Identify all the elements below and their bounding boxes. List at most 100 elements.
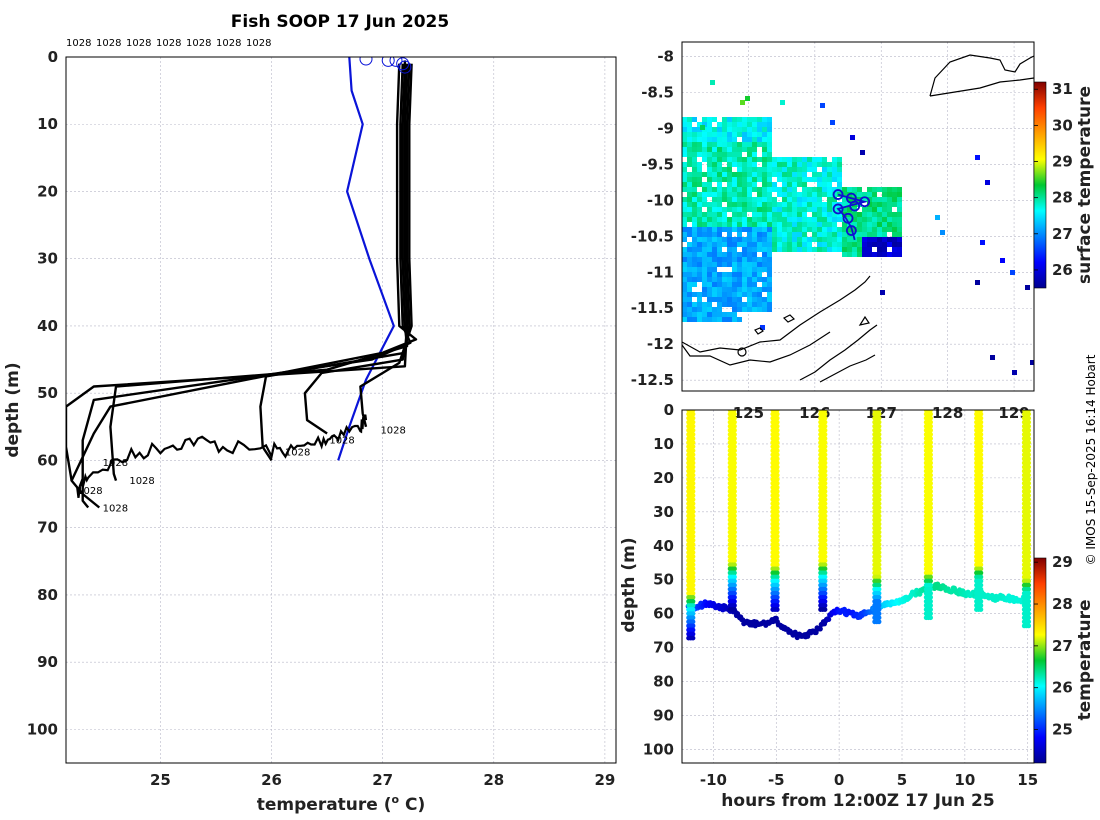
sst-cell	[722, 272, 727, 277]
section-point	[978, 574, 984, 580]
sst-cell	[737, 217, 742, 222]
section-point	[690, 537, 696, 543]
sst-cell	[802, 242, 807, 247]
sst-cell	[727, 187, 732, 192]
sst-cell	[757, 257, 762, 262]
section-point	[774, 582, 780, 588]
sst-cell	[687, 317, 692, 322]
sst-cell	[817, 157, 822, 162]
sst-cell	[757, 277, 762, 282]
section-point	[978, 558, 984, 564]
sst-cell	[887, 217, 892, 222]
sst-cell	[762, 122, 767, 127]
section-point	[774, 546, 780, 551]
sst-cell	[697, 152, 702, 157]
section-point	[690, 582, 696, 588]
sst-cell	[752, 207, 757, 212]
sst-cell	[887, 187, 892, 192]
section-point	[822, 517, 828, 523]
sst-cell	[762, 152, 767, 157]
sst-cell	[822, 227, 827, 232]
sst-cell	[702, 262, 707, 267]
sst-cell	[757, 117, 762, 122]
sst-cell	[707, 287, 712, 292]
sst-cell	[852, 252, 857, 257]
sst-cell	[737, 257, 742, 262]
sst-cell	[757, 287, 762, 292]
sst-cell	[752, 212, 757, 217]
sst-cell	[782, 212, 787, 217]
section-point	[978, 586, 984, 592]
section-point	[822, 521, 828, 527]
sst-cell	[727, 302, 732, 307]
sst-cell	[887, 237, 892, 242]
sst-cell	[742, 122, 747, 127]
sst-cell	[862, 232, 867, 237]
sst-cell	[737, 117, 742, 122]
sst-cell	[732, 202, 737, 207]
sst-cell	[710, 80, 715, 85]
sst-cell	[807, 242, 812, 247]
sst-cell	[797, 242, 802, 247]
sst-cell	[747, 237, 752, 242]
sst-cell	[697, 137, 702, 142]
sst-cell	[722, 172, 727, 177]
sst-cell	[697, 257, 702, 262]
sst-cell	[707, 132, 712, 137]
section-point	[1026, 476, 1032, 482]
sst-cell	[757, 202, 762, 207]
section-x-tick: -5	[768, 771, 785, 789]
map-y-tick: -8	[657, 47, 674, 65]
sst-cell	[747, 162, 752, 167]
section-point	[774, 542, 780, 547]
sst-cell	[697, 252, 702, 257]
sst-cell	[707, 192, 712, 197]
section-point	[774, 419, 780, 425]
sst-cell	[752, 252, 757, 257]
sst-cell	[767, 202, 772, 207]
section-point	[774, 537, 780, 543]
map-colorbar-tick: 27	[1052, 225, 1073, 243]
sst-cell	[747, 152, 752, 157]
sst-cell	[717, 202, 722, 207]
sst-cell	[767, 242, 772, 247]
sst-cell	[882, 222, 887, 227]
sst-cell	[1000, 258, 1005, 263]
sst-cell	[702, 222, 707, 227]
map-panel: 125 126 127 128 129-8-8.5-9-9.5-10-10.5-11-1…	[631, 41, 1095, 422]
section-point	[978, 566, 984, 572]
sst-cell	[852, 222, 857, 227]
sst-cell	[832, 172, 837, 177]
sst-cell	[767, 117, 772, 122]
sst-cell	[707, 292, 712, 297]
sst-cell	[867, 227, 872, 232]
coastline-north	[929, 54, 1034, 97]
section-point	[774, 411, 780, 417]
section-point	[774, 436, 780, 441]
section-y-tick: 20	[653, 469, 674, 487]
sst-cell	[752, 217, 757, 222]
sst-cell	[792, 167, 797, 172]
sst-cell	[692, 302, 697, 307]
map-colorbar-label: surface temperature	[1075, 86, 1095, 284]
sst-cell	[727, 122, 732, 127]
section-point	[822, 603, 828, 608]
section-point	[928, 570, 933, 576]
sst-cell	[722, 287, 727, 292]
sst-cell	[757, 142, 762, 147]
sst-cell	[747, 167, 752, 172]
sst-cell	[682, 177, 687, 182]
section-point	[978, 594, 984, 600]
sst-cell	[697, 292, 702, 297]
sst-cell	[707, 317, 712, 322]
sst-cell	[692, 197, 697, 202]
sst-cell	[807, 247, 812, 252]
sst-cell	[747, 197, 752, 202]
sst-cell	[767, 147, 772, 152]
sst-cell	[702, 187, 707, 192]
sst-cell	[717, 212, 722, 217]
sst-cell	[707, 162, 712, 167]
section-point	[978, 521, 984, 527]
section-point	[822, 509, 828, 515]
